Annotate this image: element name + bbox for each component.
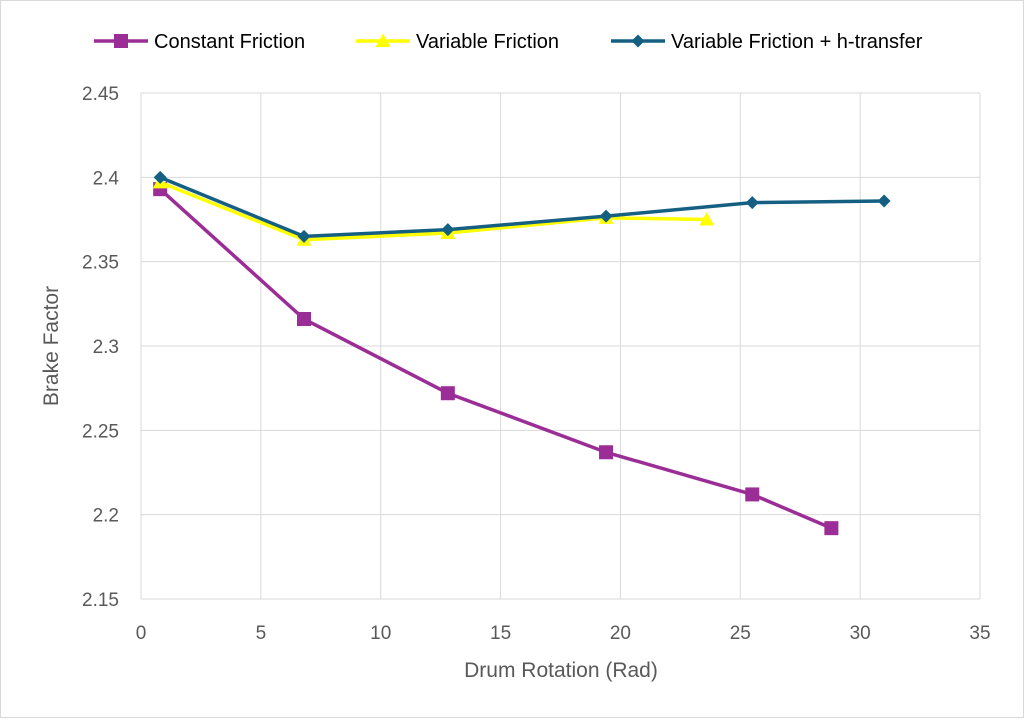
- x-tick-label: 30: [850, 623, 871, 644]
- legend-item: Variable Friction + h-transfer: [611, 31, 923, 53]
- gridlines: [140, 92, 981, 600]
- data-point-triangle: [699, 212, 715, 226]
- y-axis-tick-labels: 2.15 2.2 2.25 2.3 2.35 2.4 2.45: [82, 84, 119, 611]
- legend-marker-diamond: [631, 34, 645, 48]
- data-point-square: [745, 487, 760, 502]
- data-point-diamond: [745, 196, 759, 210]
- y-tick-label: 2.15: [82, 590, 119, 611]
- legend-label: Variable Friction + h-transfer: [671, 31, 923, 53]
- series-line: [159, 187, 833, 530]
- data-point-diamond: [877, 194, 891, 208]
- legend-marker-square: [114, 34, 128, 48]
- x-tick-label: 5: [256, 623, 267, 644]
- data-point-diamond: [599, 209, 613, 223]
- legend-label: Variable Friction: [416, 31, 559, 53]
- series-constant-friction: [153, 182, 839, 536]
- data-point-square: [599, 445, 614, 460]
- series-layer: [152, 170, 891, 536]
- y-tick-label: 2.3: [93, 337, 119, 358]
- series-variable-friction-h-transfer: [153, 170, 891, 243]
- series-line: [159, 175, 885, 239]
- x-tick-label: 35: [969, 623, 990, 644]
- x-tick-label: 20: [610, 623, 631, 644]
- y-tick-label: 2.2: [93, 506, 119, 527]
- data-point-square: [440, 386, 455, 401]
- y-tick-label: 2.35: [82, 253, 119, 274]
- x-tick-label: 15: [490, 623, 511, 644]
- y-tick-label: 2.4: [93, 168, 120, 189]
- data-point-diamond: [441, 223, 455, 237]
- legend-item: Variable Friction: [356, 31, 559, 53]
- x-axis-title: Drum Rotation (Rad): [464, 659, 658, 682]
- data-point-diamond: [153, 170, 167, 184]
- data-point-diamond: [297, 229, 311, 243]
- y-tick-label: 2.45: [82, 84, 119, 105]
- legend-item: Constant Friction: [94, 31, 305, 53]
- data-point-square: [297, 312, 312, 327]
- x-tick-label: 10: [370, 623, 391, 644]
- y-tick-label: 2.25: [82, 421, 119, 442]
- data-point-square: [824, 521, 839, 536]
- y-axis-title: Brake Factor: [40, 286, 63, 406]
- legend-marker-triangle: [375, 33, 391, 47]
- x-axis-tick-labels: 0 5 10 15 20 25 30 35: [136, 623, 991, 644]
- legend: Constant Friction Variable Friction Variab…: [94, 31, 923, 53]
- x-tick-label: 0: [136, 623, 147, 644]
- legend-label: Constant Friction: [154, 31, 305, 53]
- x-tick-label: 25: [730, 623, 751, 644]
